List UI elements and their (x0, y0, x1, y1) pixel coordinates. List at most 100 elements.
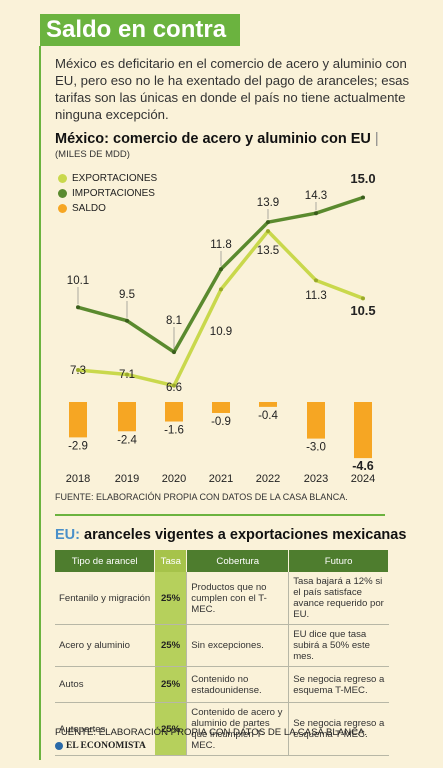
table-row: Autos 25% Contenido no estadounidense. S… (55, 666, 389, 703)
chart-title-text: México: comercio de acero y aluminio con… (55, 131, 371, 147)
header-tipo: Tipo de arancel (55, 550, 156, 572)
imports-point (361, 195, 365, 200)
legend-item-saldo: SALDO (58, 201, 157, 216)
chart-source: FUENTE: ELABORACIÓN PROPIA CON DATOS DE … (55, 492, 348, 502)
header-tasa: Tasa (154, 550, 188, 572)
saldo-label: -2.4 (117, 434, 137, 446)
saldo-bar (307, 402, 325, 439)
imports-label: 10.1 (67, 275, 89, 287)
exports-point (266, 229, 270, 234)
legend-dot-imports (58, 189, 67, 198)
logo-icon (55, 742, 63, 750)
exports-label: 7.1 (119, 369, 135, 381)
imports-label: 15.0 (350, 171, 375, 186)
imports-label: 13.9 (257, 197, 279, 209)
saldo-label: -1.6 (164, 425, 184, 437)
cell-tipo: Acero y aluminio (55, 624, 155, 667)
legend-label-saldo: SALDO (72, 203, 106, 214)
exports-label: 11.3 (305, 290, 327, 302)
chart-title-bar: | (370, 131, 379, 147)
saldo-bar (259, 402, 277, 407)
cell-futuro: Tasa bajará a 12% si el país satisface a… (288, 572, 389, 625)
imports-label: 9.5 (119, 289, 135, 301)
saldo-label: -3.0 (306, 442, 326, 454)
cell-futuro: Se negocia regreso a esquema T-MEC. (288, 702, 389, 756)
saldo-label: -2.9 (68, 440, 88, 452)
exports-line (77, 229, 364, 388)
logo-text: EL ECONOMISTA (66, 741, 146, 751)
lead-text: México es deficitario en el comercio de … (55, 56, 410, 122)
exports-label: 6.6 (166, 382, 182, 394)
legend-label-imports: IMPORTACIONES (72, 188, 155, 199)
x-tick-label: 2024 (351, 473, 375, 485)
saldo-bar (69, 402, 87, 438)
header-futuro: Futuro (288, 550, 389, 572)
saldo-bar (354, 402, 372, 459)
cell-tipo: Fentanilo y migración (55, 572, 155, 625)
saldo-bar (165, 402, 183, 422)
exports-point (219, 287, 223, 292)
exports-point (125, 372, 129, 377)
exports-label: 7.3 (70, 365, 86, 377)
title-band: Saldo en contra (40, 14, 240, 46)
imports-point (172, 350, 176, 355)
imports-point (266, 220, 270, 225)
x-tick-label: 2019 (115, 473, 139, 485)
cell-cobertura: Contenido de acero y aluminio de partes … (186, 702, 289, 756)
cell-cobertura: Contenido no estadounidense. (186, 666, 289, 703)
imports-label: 14.3 (305, 190, 327, 202)
x-tick-label: 2022 (256, 473, 280, 485)
table-title-rest: aranceles vigentes a exportaciones mexic… (79, 527, 407, 543)
imports-point (125, 318, 129, 323)
cell-tipo: Autopartes (55, 702, 155, 756)
imports-label: 11.8 (210, 239, 232, 251)
imports-label: 8.1 (166, 315, 182, 327)
x-tick-label: 2018 (66, 473, 90, 485)
legend-dot-exports (58, 174, 67, 183)
saldo-bar (212, 402, 230, 413)
legend-dot-saldo (58, 204, 67, 213)
legend-item-imports: IMPORTACIONES (58, 186, 157, 201)
x-tick-label: 2023 (304, 473, 328, 485)
imports-point (219, 267, 223, 272)
tariff-table: Tipo de arancel Tasa Cobertura Futuro Fe… (55, 550, 389, 756)
table-header-row: Tipo de arancel Tasa Cobertura Futuro (55, 550, 389, 572)
exports-label: 10.9 (210, 326, 232, 338)
table-row: Fentanilo y migración 25% Productos que … (55, 572, 389, 625)
cell-cobertura: Sin excepciones. (186, 624, 289, 667)
table-source: FUENTE: ELABORACIÓN PROPIA CON DATOS DE … (55, 727, 368, 738)
saldo-label: -0.4 (258, 410, 278, 422)
table-row: Acero y aluminio 25% Sin excepciones. EU… (55, 624, 389, 667)
table-title-prefix: EU: (55, 527, 80, 543)
imports-point (76, 305, 80, 310)
exports-point (76, 368, 80, 372)
page-title: Saldo en contra (46, 16, 227, 43)
saldo-bar (118, 402, 136, 432)
exports-point (172, 383, 176, 388)
table-title: EU: aranceles vigentes a exportaciones m… (55, 527, 406, 543)
exports-label: 10.5 (350, 303, 375, 318)
cell-tipo: Autos (55, 666, 155, 703)
exports-point (314, 278, 318, 283)
table-row: Autopartes 25% Contenido de acero y alum… (55, 702, 389, 756)
cell-tasa: 25% (154, 702, 187, 756)
imports-point (314, 211, 318, 216)
cell-tasa: 25% (154, 666, 187, 703)
cell-tasa: 25% (154, 624, 187, 667)
legend-label-exports: EXPORTACIONES (72, 173, 158, 184)
saldo-label: -4.6 (352, 459, 374, 473)
chart-subtitle: (MILES DE MDD) (55, 149, 130, 160)
chart-title: México: comercio de acero y aluminio con… (55, 131, 379, 147)
x-tick-label: 2021 (209, 473, 233, 485)
legend-item-exports: EXPORTACIONES (58, 171, 157, 186)
cell-futuro: Se negocia regreso a esquema T-MEC. (288, 666, 389, 703)
x-tick-label: 2020 (162, 473, 186, 485)
cell-cobertura: Productos que no cumplen con el T-MEC. (186, 572, 289, 625)
exports-point (361, 296, 365, 301)
exports-label: 13.5 (257, 245, 279, 257)
cell-futuro: EU dice que tasa subirá a 50% este mes. (288, 624, 389, 667)
header-cobertura: Cobertura (186, 550, 290, 572)
